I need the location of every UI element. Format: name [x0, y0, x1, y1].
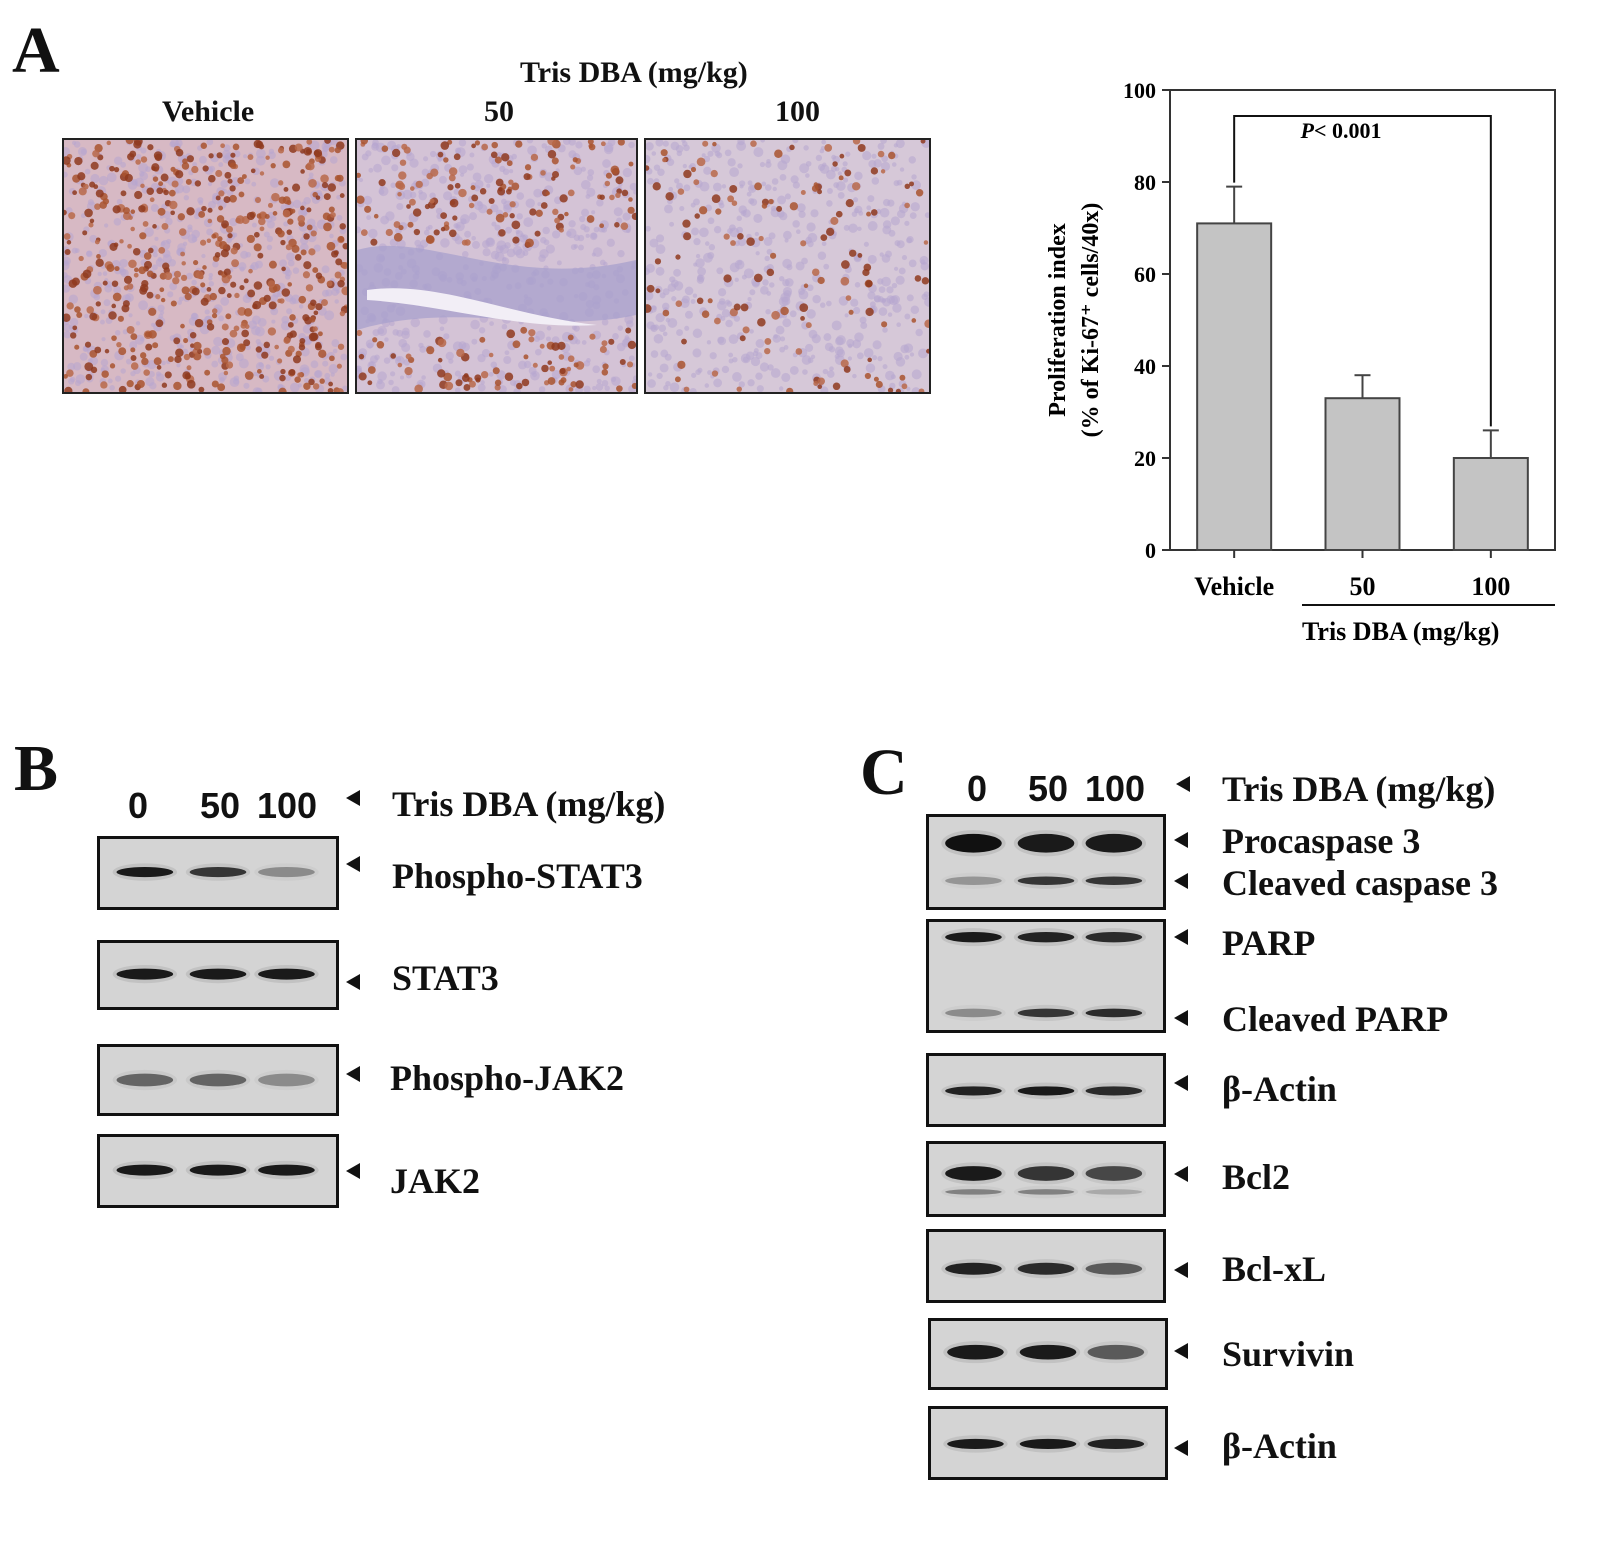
significance-bracket: P< 0.001 — [1233, 115, 1492, 427]
blot-phospho-jak2 — [97, 1044, 339, 1116]
label-bcl-xl: Bcl-xL — [1222, 1249, 1326, 1289]
blot-bcl-xl — [926, 1229, 1166, 1303]
label-parp: PARP — [1222, 923, 1316, 963]
panel-b-header-arrow — [346, 790, 360, 806]
panel-c-lane-100: 100 — [1085, 768, 1146, 809]
label-stat3: STAT3 — [392, 958, 499, 998]
x-tick-label: Vehicle — [1194, 572, 1274, 601]
blot-jak2 — [97, 1134, 339, 1208]
panel-a-col-vehicle: Vehicle — [162, 95, 255, 128]
arrow-phospho-stat3 — [346, 856, 360, 872]
blot-beta-actin-1 — [926, 1053, 1166, 1127]
arrow-stat3 — [346, 974, 360, 990]
y-axis-label-line2: (% of Ki-67⁺ cells/40x) — [1078, 203, 1104, 438]
arrow-parp — [1174, 929, 1188, 945]
x-axis-label: Tris DBA (mg/kg) — [1302, 617, 1499, 646]
bar — [1196, 222, 1273, 551]
label-cleaved-caspase3: Cleaved caspase 3 — [1222, 863, 1498, 903]
micrograph-50 — [355, 138, 638, 394]
y-tick-label: 0 — [1145, 538, 1156, 563]
label-beta-actin-2: β-Actin — [1222, 1426, 1337, 1466]
label-jak2: JAK2 — [390, 1161, 480, 1201]
arrow-cleaved-caspase3 — [1174, 873, 1188, 889]
panel-b-header: Tris DBA (mg/kg) — [392, 784, 666, 824]
panel-b-lane-100: 100 — [257, 785, 318, 826]
p-value: P< 0.001 — [1300, 118, 1382, 143]
y-tick-label: 100 — [1123, 78, 1156, 103]
panel-c-lane-50: 50 — [1028, 768, 1069, 809]
panel-b-lane-50: 50 — [200, 785, 241, 826]
y-tick-label: 60 — [1134, 262, 1156, 287]
micrograph-100 — [644, 138, 931, 394]
x-tick-label: 100 — [1471, 572, 1510, 601]
y-tick-label: 40 — [1134, 354, 1156, 379]
label-procaspase3: Procaspase 3 — [1222, 821, 1421, 861]
bar — [1324, 397, 1401, 552]
arrow-jak2 — [346, 1163, 360, 1179]
panel-c-header: Tris DBA (mg/kg) — [1222, 769, 1496, 809]
panel-a-col-100: 100 — [775, 95, 820, 128]
bar — [1452, 457, 1529, 551]
arrow-bcl2 — [1174, 1166, 1188, 1182]
blot-survivin — [928, 1318, 1168, 1390]
panel-a-letter: A — [12, 14, 60, 87]
blot-phospho-stat3 — [97, 836, 339, 910]
label-phospho-stat3: Phospho-STAT3 — [392, 856, 643, 896]
arrow-bcl-xl — [1174, 1262, 1188, 1278]
x-tick-label: 50 — [1350, 572, 1376, 601]
arrow-survivin — [1174, 1343, 1188, 1359]
label-bcl2: Bcl2 — [1222, 1157, 1290, 1197]
panel-a-col-50: 50 — [484, 95, 514, 128]
panel-c-header-arrow — [1176, 776, 1190, 792]
blot-bcl2 — [926, 1141, 1166, 1217]
panel-c-letter: C — [860, 736, 908, 809]
proliferation-bar-chart: 0 20 40 60 80 100 Vehicle 50 100 P< 0.001 Tris … — [1045, 78, 1556, 646]
label-cleaved-parp: Cleaved PARP — [1222, 999, 1449, 1039]
label-survivin: Survivin — [1222, 1334, 1355, 1374]
y-tick-label: 20 — [1134, 446, 1156, 471]
panel-c-lane-0: 0 — [967, 768, 988, 809]
micrograph-vehicle — [62, 138, 349, 394]
label-beta-actin-1: β-Actin — [1222, 1069, 1337, 1109]
arrow-phospho-jak2 — [346, 1066, 360, 1082]
y-tick-label: 80 — [1134, 170, 1156, 195]
arrow-procaspase3 — [1174, 832, 1188, 848]
blot-stat3 — [97, 940, 339, 1010]
panel-b-lane-0: 0 — [128, 785, 149, 826]
blot-caspase3 — [926, 814, 1166, 910]
label-phospho-jak2: Phospho-JAK2 — [390, 1058, 625, 1098]
blot-parp — [926, 919, 1166, 1033]
arrow-cleaved-parp — [1174, 1010, 1188, 1026]
arrow-beta-actin-1 — [1174, 1075, 1188, 1091]
blot-beta-actin-2 — [928, 1406, 1168, 1480]
panel-b-letter: B — [14, 732, 59, 805]
arrow-beta-actin-2 — [1174, 1440, 1188, 1456]
panel-a-treatment-header: Tris DBA (mg/kg) — [520, 56, 748, 89]
y-axis-label-line1: Proliferation index — [1045, 223, 1071, 417]
